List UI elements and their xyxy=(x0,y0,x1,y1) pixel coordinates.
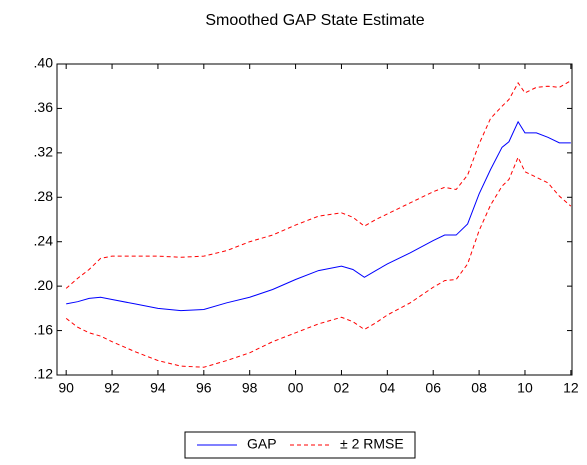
y-tick-label: .32 xyxy=(34,144,54,160)
y-tick-label: .24 xyxy=(34,232,54,248)
x-tick-label: 90 xyxy=(58,380,74,396)
legend-label: ± 2 RMSE xyxy=(340,436,404,452)
y-tick-label: .12 xyxy=(34,366,54,382)
chart-title: Smoothed GAP State Estimate xyxy=(205,12,424,29)
x-tick-label: 04 xyxy=(380,380,396,396)
band-lower-line xyxy=(65,156,572,368)
y-tick-label: .16 xyxy=(34,321,54,337)
plot-frame xyxy=(56,63,573,376)
x-tick-label: 06 xyxy=(425,380,441,396)
legend-label: GAP xyxy=(247,436,277,452)
y-tick-label: .40 xyxy=(34,55,54,71)
x-tick-label: 00 xyxy=(288,380,304,396)
x-tick-label: 96 xyxy=(196,380,212,396)
x-tick-label: 10 xyxy=(517,380,533,396)
x-tick-label: 94 xyxy=(150,380,166,396)
y-tick-label: .20 xyxy=(34,277,54,293)
y-tick-label: .28 xyxy=(34,188,54,204)
band-upper-line xyxy=(65,80,572,289)
x-tick-label: 98 xyxy=(242,380,258,396)
x-tick-label: 08 xyxy=(471,380,487,396)
x-tick-label: 12 xyxy=(563,380,579,396)
x-tick-label: 02 xyxy=(334,380,350,396)
series-line xyxy=(66,120,571,312)
x-tick-label: 92 xyxy=(104,380,120,396)
y-tick-label: .36 xyxy=(34,99,54,115)
